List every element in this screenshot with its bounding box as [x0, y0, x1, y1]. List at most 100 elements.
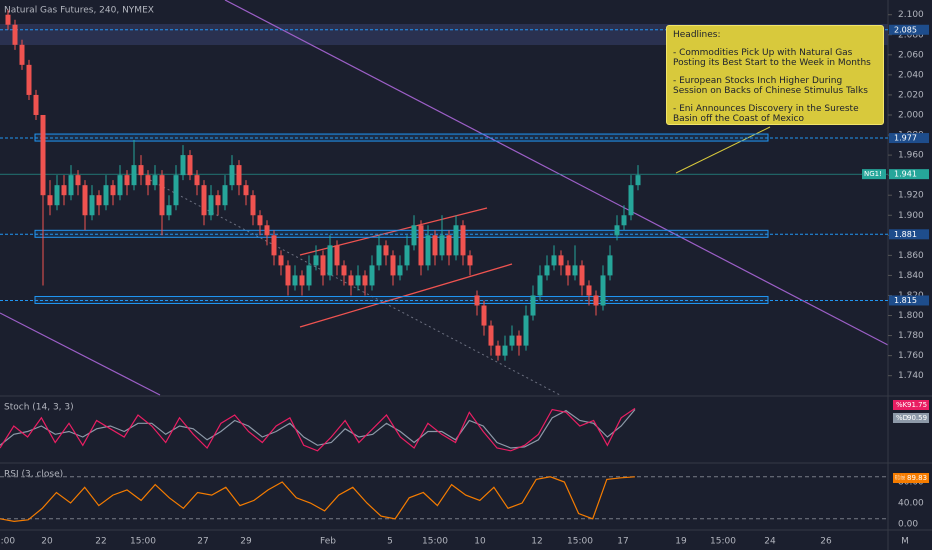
- candle-body: [341, 265, 347, 276]
- candle-body: [96, 195, 102, 206]
- price-tag: [889, 24, 929, 35]
- legend-name: %K: [896, 401, 908, 409]
- x-tick-label: 5: [387, 537, 393, 547]
- x-tick-label: 5:00: [0, 537, 15, 547]
- candle-body: [82, 185, 88, 216]
- candle-body: [383, 245, 389, 256]
- candle-body: [411, 225, 417, 246]
- y-tick-label: 1.920: [898, 191, 924, 201]
- candle-body: [61, 185, 67, 196]
- candle-body: [187, 155, 193, 176]
- candle-body: [593, 295, 599, 306]
- x-tick-label: 22: [95, 537, 106, 547]
- candle-body: [425, 235, 431, 266]
- candle-body: [558, 255, 564, 266]
- candle-body: [635, 175, 641, 186]
- candle-body: [264, 225, 270, 236]
- channel-line: [299, 263, 513, 328]
- x-tick-label: 15:00: [567, 537, 593, 547]
- y-tick-label: 2.060: [898, 50, 924, 60]
- legend-value: 90.59: [907, 414, 927, 422]
- headline: - Eni Announces Discovery in the Sureste…: [673, 104, 859, 124]
- candle-body: [180, 155, 186, 176]
- candle-body: [369, 265, 375, 286]
- price-tag: [889, 169, 929, 180]
- candle-body: [33, 94, 39, 115]
- candle-body: [201, 185, 207, 216]
- y-tick-label: 2.100: [898, 10, 924, 20]
- x-tick-label: 10: [474, 537, 486, 547]
- candle-body: [530, 295, 536, 316]
- candle-body: [390, 255, 396, 276]
- x-tick-label: 26: [820, 537, 832, 547]
- candle-body: [544, 265, 550, 276]
- candle-body: [222, 185, 228, 206]
- y-tick-label: 1.900: [898, 211, 924, 221]
- price-tag-label: 1.977: [894, 134, 917, 143]
- candle-body: [145, 175, 151, 186]
- candle-body: [5, 14, 11, 25]
- headlines: Headlines: - Commodities Pick Up with Na…: [666, 25, 884, 125]
- candle-body: [509, 335, 515, 346]
- candle-body: [432, 235, 438, 256]
- headline-title: Headlines:: [673, 30, 721, 40]
- candle-body: [131, 165, 137, 186]
- candle-body: [467, 255, 473, 266]
- price-tag-label: 1.941: [894, 170, 917, 179]
- rsi-line: [0, 476, 636, 523]
- price-tag-label: 1.815: [894, 296, 917, 305]
- candle-body: [327, 245, 333, 276]
- candle-body: [40, 114, 46, 196]
- candle-body: [565, 265, 571, 276]
- candle-body: [481, 305, 487, 326]
- price-tag-label: 2.085: [894, 25, 917, 34]
- candle-body: [628, 185, 634, 216]
- candle-body: [621, 215, 627, 226]
- x-tick-label: 24: [764, 537, 776, 547]
- x-tick-label: 29: [240, 537, 252, 547]
- x-tick-label: 27: [197, 537, 208, 547]
- headline: - European Stocks Inch Higher During Ses…: [673, 76, 868, 96]
- callout: [675, 126, 771, 174]
- candle-body: [26, 64, 32, 95]
- candle-body: [103, 185, 109, 206]
- legend-tag: [893, 400, 929, 410]
- y-tick-label: 1.760: [898, 351, 924, 361]
- symbol-tag: [862, 169, 886, 180]
- candle-body: [257, 215, 263, 226]
- candle-body: [355, 275, 361, 286]
- x-tick-label: 17: [617, 537, 628, 547]
- candle-body: [362, 275, 368, 286]
- rsi-title: RSI (3, close): [4, 470, 63, 480]
- y-tick-label: 1.800: [898, 311, 924, 321]
- candle-body: [117, 175, 123, 196]
- candle-body: [614, 225, 620, 236]
- candle-body: [138, 165, 144, 176]
- x-tick-label: 15:00: [422, 537, 448, 547]
- x-tick-label: Feb: [320, 537, 336, 547]
- trend-line: [0, 312, 161, 396]
- price-tag: [889, 133, 929, 144]
- candle-body: [19, 44, 25, 65]
- candle-body: [516, 335, 522, 346]
- y-tick-label: 2.000: [898, 110, 924, 120]
- rsi-tag-value: 89.83: [907, 474, 927, 482]
- trend-line: [149, 179, 561, 396]
- price-tag: [889, 229, 929, 240]
- candle-body: [75, 175, 81, 186]
- candle-body: [243, 185, 249, 196]
- rsi-tag-name: RSI (3, close): [895, 475, 905, 482]
- candle-body: [271, 235, 277, 256]
- chart-title: Natural Gas Futures, 240, NYMEX: [4, 6, 154, 16]
- candle-body: [306, 265, 312, 286]
- y-tick-label: 2.020: [898, 90, 924, 100]
- candle-body: [278, 255, 284, 266]
- candle-body: [89, 195, 95, 216]
- candle-body: [579, 265, 585, 286]
- candle-body: [229, 165, 235, 186]
- x-tick-label: 12: [531, 537, 542, 547]
- candle-body: [474, 295, 480, 306]
- candle-body: [607, 255, 613, 276]
- candle-body: [285, 265, 291, 286]
- candle-body: [418, 225, 424, 266]
